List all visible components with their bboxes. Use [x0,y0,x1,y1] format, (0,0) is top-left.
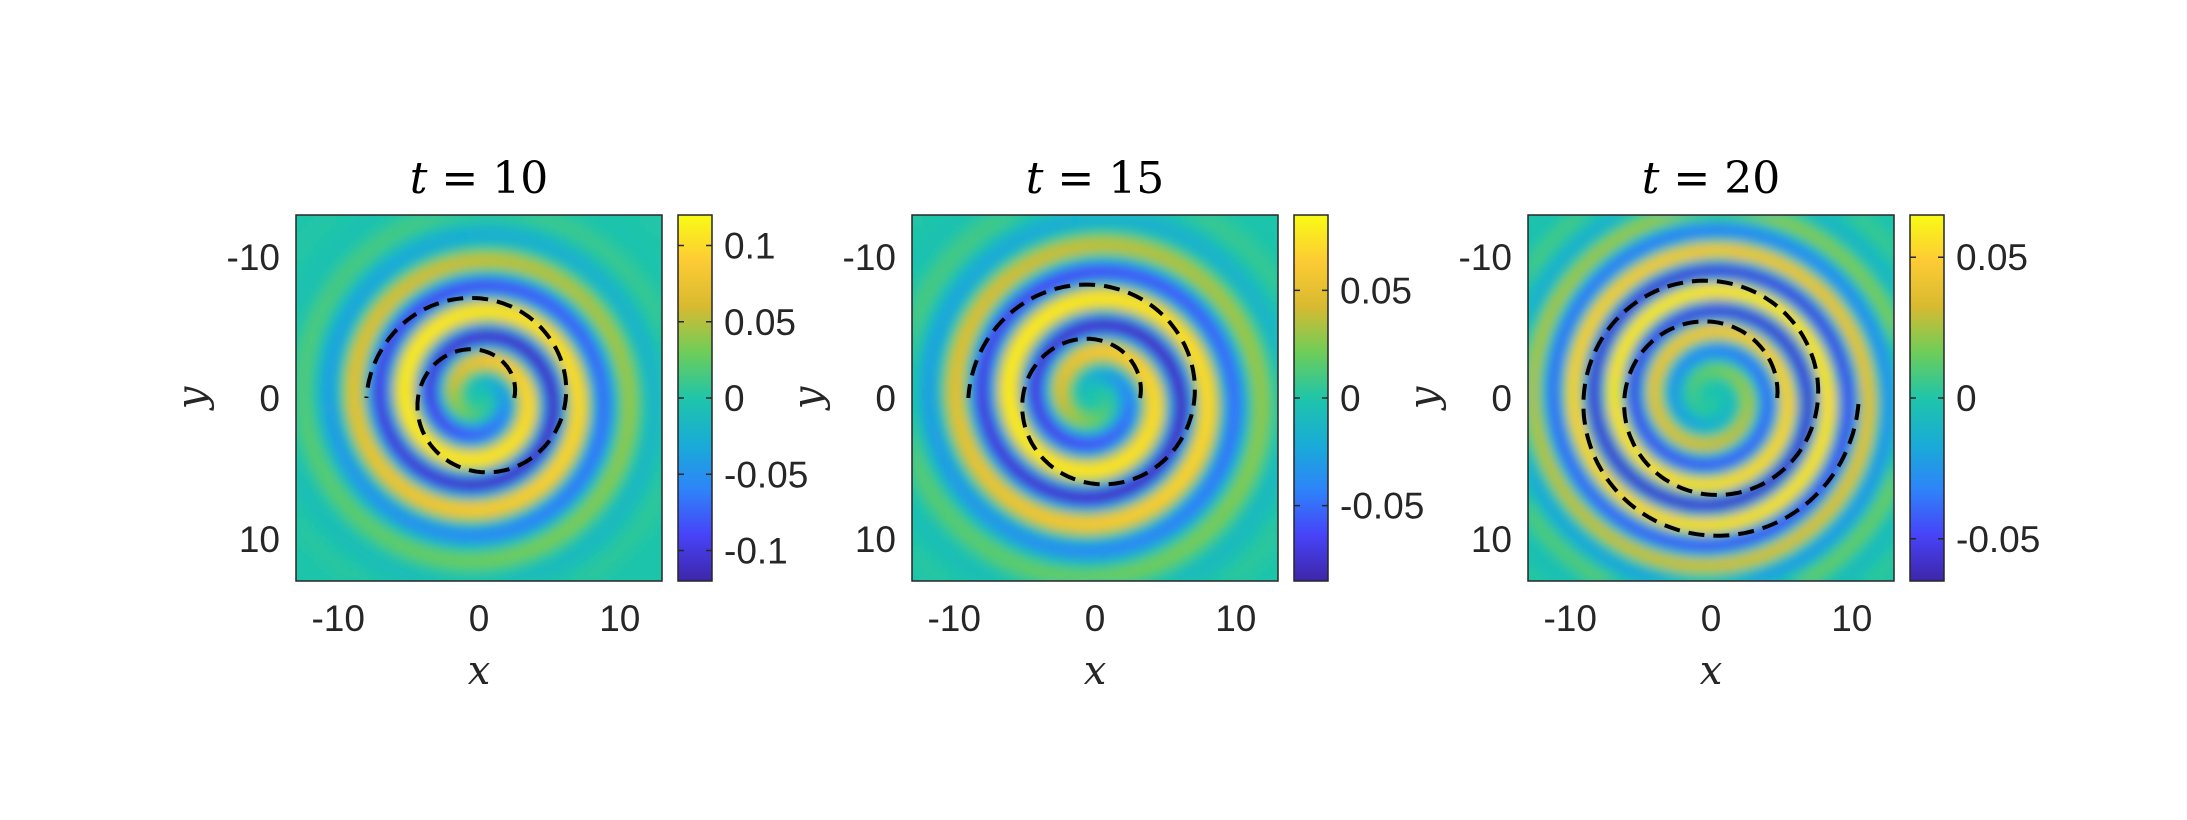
y-tick-label: 10 [239,519,280,560]
colorbar-tick-label: 0 [1340,378,1361,419]
heatmap-image [296,215,662,581]
y-tick-labels: -10 0 10 [843,237,896,560]
y-axis-label: y [785,385,831,411]
x-axis-label: x [468,648,491,694]
x-tick-labels: -10 0 10 [1543,598,1872,639]
panel-title-value: 20 [1724,153,1780,204]
panel-t15: t = 15 -10 0 10 -10 0 10 x y 0.05 0 -0.05 [785,153,1424,694]
colorbar-tick-labels: 0.05 0 -0.05 [1294,270,1424,527]
colorbar-tick-label: -0.05 [1340,486,1424,527]
colorbar-tick-label: 0 [1956,378,1977,419]
y-tick-label: 0 [875,378,896,419]
y-tick-labels: -10 0 10 [1459,237,1512,560]
dashed-contour-spiral [364,296,569,475]
y-tick-label: 0 [259,378,280,419]
x-tick-label: 10 [599,598,640,639]
panel-title: t = 10 [410,153,549,204]
panel-title-equals: = [1659,153,1724,204]
y-tick-label: -10 [843,237,896,278]
panel-title-variable: t [410,153,428,204]
panel-title-value: 15 [1108,153,1164,204]
y-tick-label: -10 [1459,237,1512,278]
x-tick-label: -10 [311,598,364,639]
y-tick-labels: -10 0 10 [227,237,280,560]
colorbar-tick-labels: 0.1 0.05 0 -0.05 -0.1 [678,226,808,572]
colorbar-tick-label: -0.1 [724,531,788,572]
y-tick-label: 0 [1491,378,1512,419]
x-tick-label: -10 [1543,598,1596,639]
x-axis-label: x [1084,648,1107,694]
plot-frame [1527,214,1895,582]
plot-frame [295,214,663,582]
panel-title: t = 20 [1642,153,1781,204]
panel-title-variable: t [1026,153,1044,204]
x-tick-label: 0 [469,598,490,639]
x-tick-label: 10 [1831,598,1872,639]
y-tick-label: 10 [1471,519,1512,560]
panel-title-variable: t [1642,153,1660,204]
panel-t10: t = 10 -10 0 10 -10 0 10 x y 0.1 0.05 0 -0.05 -0… [169,153,808,694]
x-tick-labels: -10 0 10 [927,598,1256,639]
x-tick-label: 0 [1701,598,1722,639]
y-tick-label: 10 [855,519,896,560]
colorbar-tick-label: 0 [724,378,745,419]
panel-title-equals: = [427,153,492,204]
y-axis-label: y [1401,385,1447,411]
dashed-contour-spiral [966,282,1197,487]
x-tick-label: -10 [927,598,980,639]
colorbar-tick-label: 0.05 [1956,237,2028,278]
y-axis-label: y [169,385,215,411]
colorbar-tick-label: 0.05 [724,302,796,343]
heatmap-image [912,215,1278,581]
dashed-contour-spiral [1581,278,1861,538]
colorbar-tick-label: -0.05 [724,454,808,495]
panel-title-equals: = [1043,153,1108,204]
colorbar-tick-label: 0.05 [1340,270,1412,311]
plot-frame [911,214,1279,582]
x-tick-label: 10 [1215,598,1256,639]
panel-title: t = 15 [1026,153,1165,204]
colorbar-tick-labels: 0.05 0 -0.05 [1910,237,2040,560]
colorbar-tick-label: 0.1 [724,226,775,267]
panel-title-value: 10 [492,153,548,204]
heatmap-image [1528,215,1894,581]
x-tick-labels: -10 0 10 [311,598,640,639]
y-tick-label: -10 [227,237,280,278]
x-axis-label: x [1700,648,1723,694]
panel-t20: t = 20 -10 0 10 -10 0 10 x y 0.05 0 -0.05 [1401,153,2040,694]
x-tick-label: 0 [1085,598,1106,639]
colorbar-tick-label: -0.05 [1956,519,2040,560]
